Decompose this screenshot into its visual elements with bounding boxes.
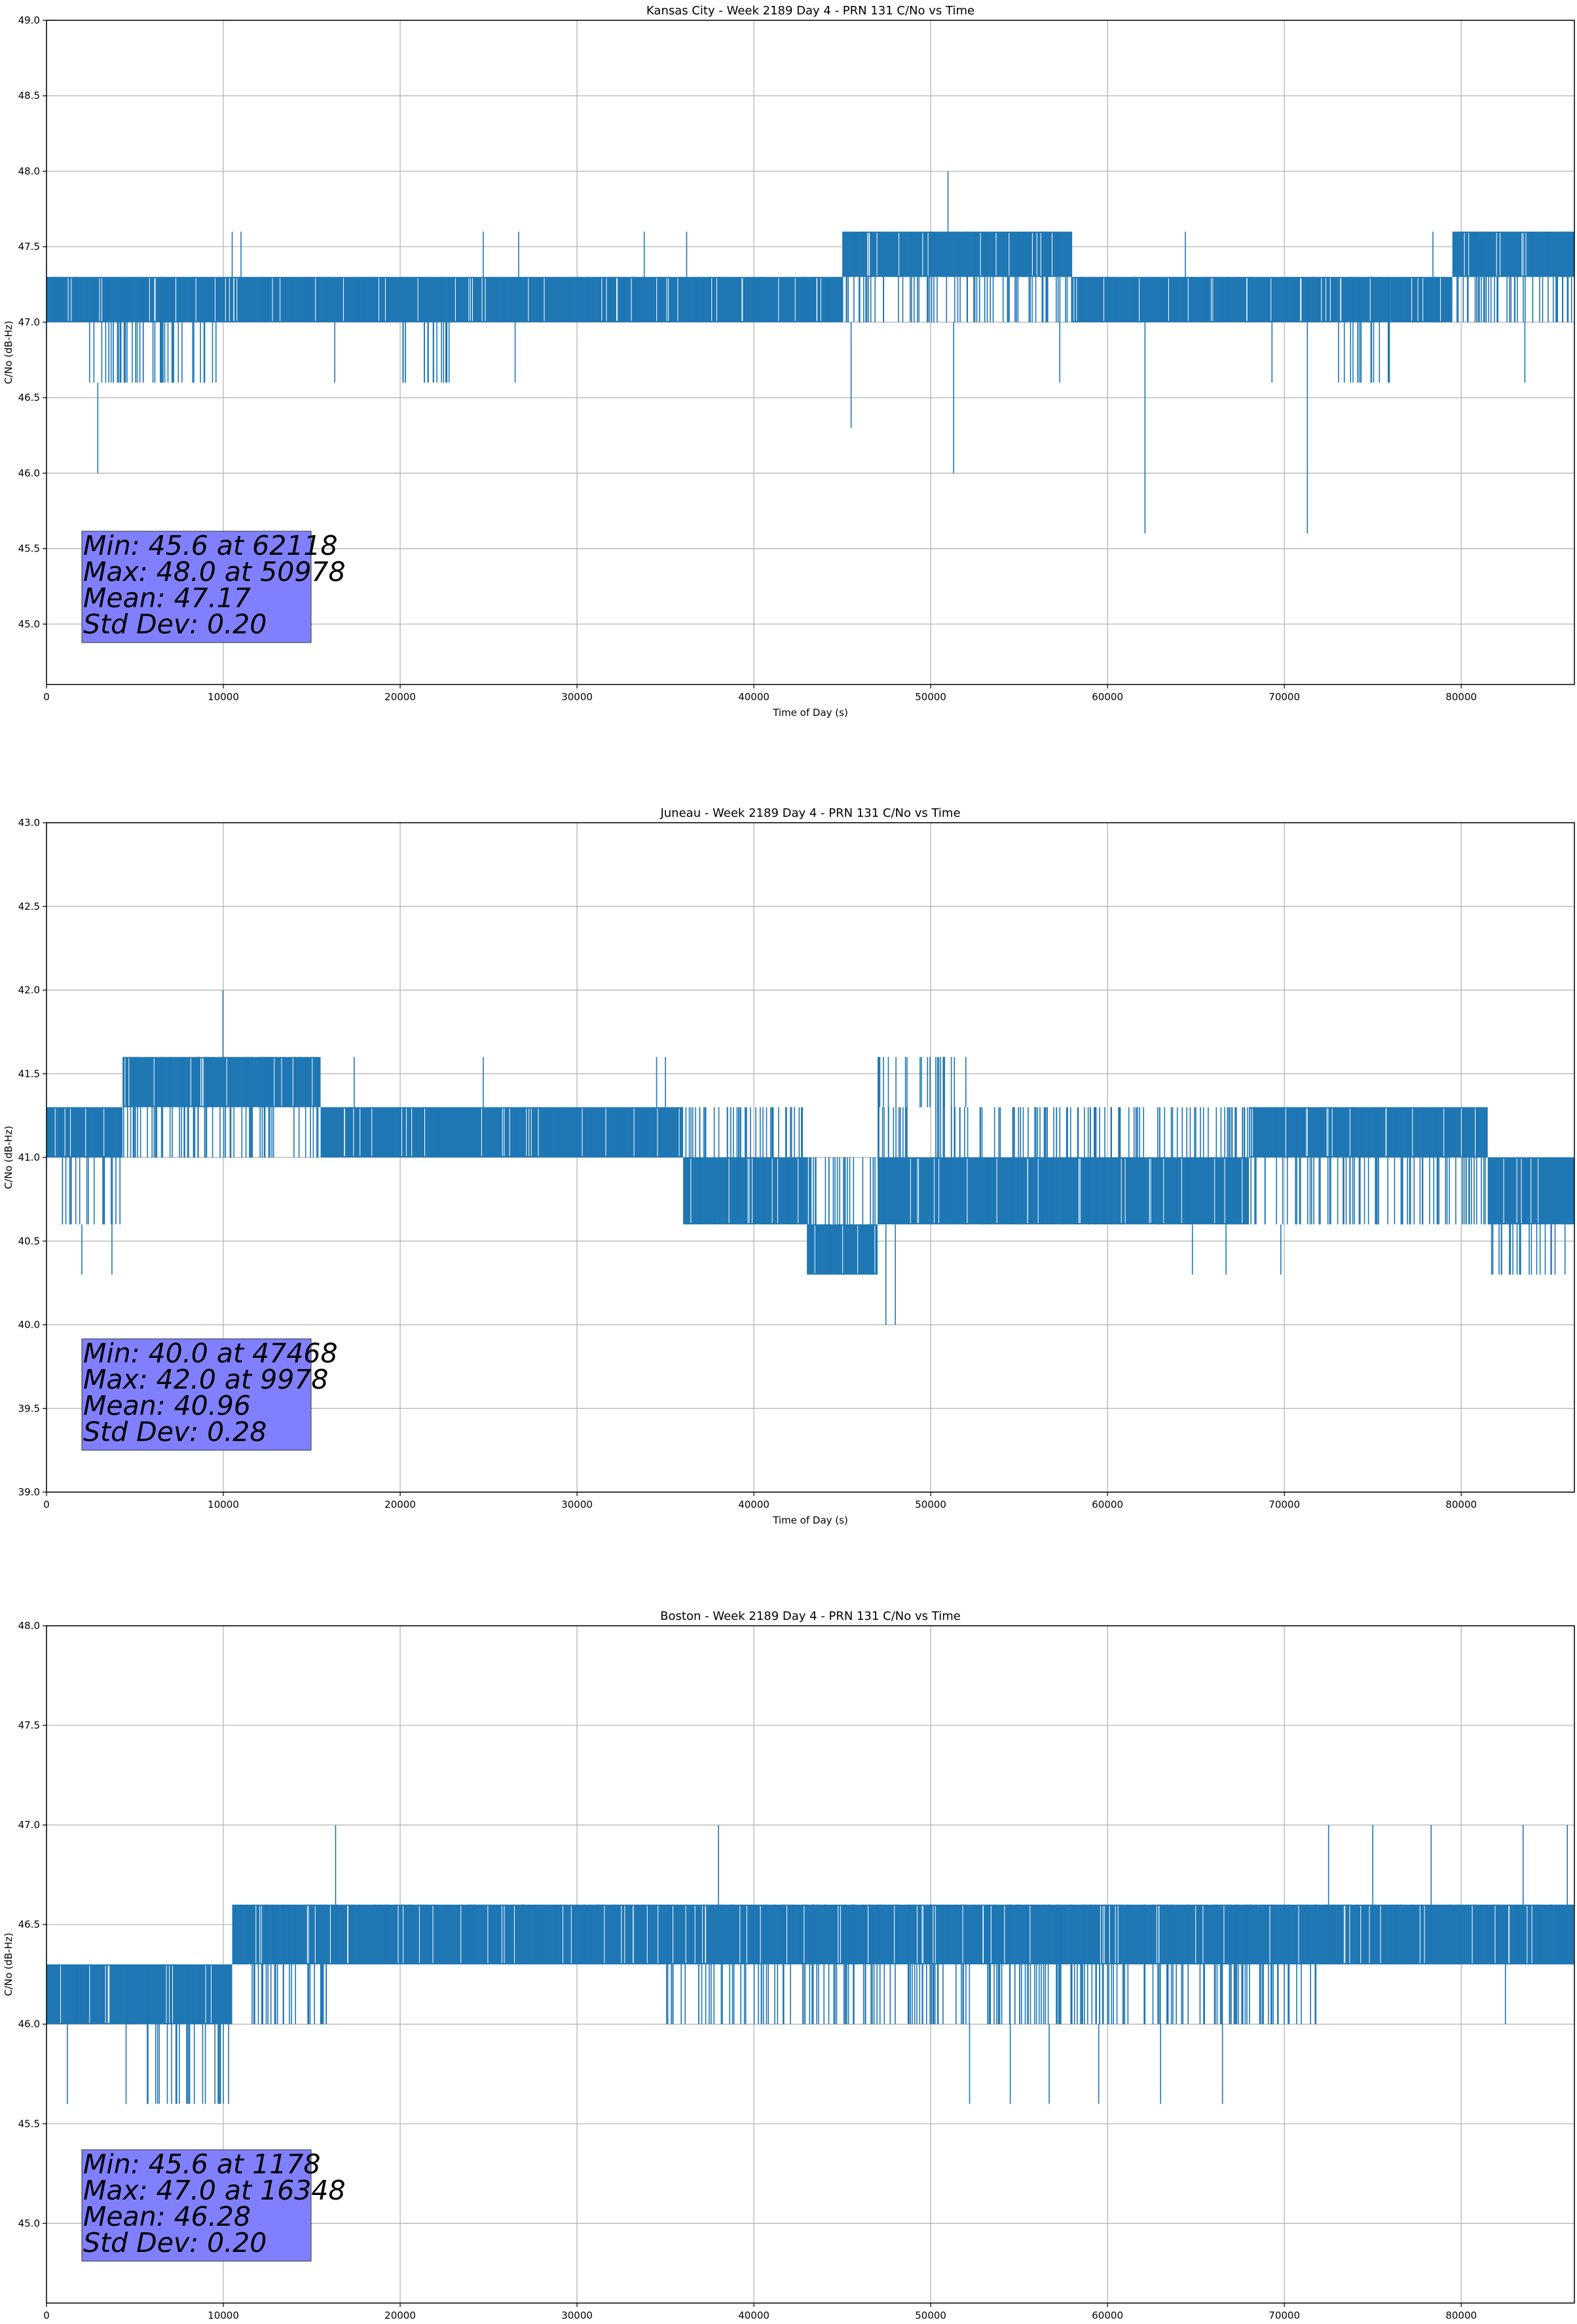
x-tick-label: 30000 bbox=[561, 2310, 593, 2321]
stats-line: Min: 45.6 at 1178 bbox=[83, 2148, 321, 2180]
data-band bbox=[122, 1057, 171, 1108]
y-axis-title: C/No (dB-Hz) bbox=[3, 1126, 14, 1190]
y-tick-label: 45.0 bbox=[18, 618, 40, 630]
y-axis-title: C/No (dB-Hz) bbox=[3, 1933, 14, 1996]
x-axis-title: Time of Day (s) bbox=[772, 707, 848, 719]
chart-panel-2: 0 10000 20000 30000 40000 50000 60000 70000 8000… bbox=[3, 806, 1575, 1526]
x-tick-label: 50000 bbox=[915, 2310, 946, 2321]
x-tick-label: 30000 bbox=[561, 691, 593, 703]
y-tick-label: 47.0 bbox=[18, 1819, 40, 1831]
y-tick-label: 45.5 bbox=[18, 2118, 40, 2129]
x-tick-label: 50000 bbox=[915, 691, 946, 703]
data-band bbox=[878, 1157, 967, 1225]
axes-frame bbox=[46, 1625, 1575, 2304]
stats-line: Std Dev: 0.20 bbox=[83, 2227, 267, 2258]
stats-line: Max: 48.0 at 50978 bbox=[83, 556, 346, 588]
x-tick-label: 20000 bbox=[384, 1499, 416, 1510]
y-tick-label: 45.0 bbox=[18, 2217, 40, 2229]
stats-line: Mean: 40.96 bbox=[83, 1390, 251, 1421]
y-tick-label: 47.5 bbox=[18, 1719, 40, 1731]
x-tick-label: 40000 bbox=[738, 691, 770, 703]
data-band bbox=[1452, 231, 1574, 277]
stats-box bbox=[81, 1338, 312, 1451]
x-tick-label: 80000 bbox=[1445, 1499, 1477, 1510]
x-tick-label: 0 bbox=[43, 691, 50, 703]
x-tick-label: 10000 bbox=[208, 2310, 239, 2321]
x-tick-label: 80000 bbox=[1445, 2310, 1477, 2321]
y-tick-label: 43.0 bbox=[18, 817, 40, 829]
data-band bbox=[400, 276, 472, 322]
y-tick-label: 49.0 bbox=[18, 14, 40, 26]
data-band bbox=[57, 1107, 123, 1157]
axes-frame bbox=[46, 20, 1575, 685]
data-band bbox=[143, 1964, 232, 2025]
x-tick-label: 10000 bbox=[208, 1499, 239, 1510]
y-tick-label: 40.0 bbox=[18, 1319, 40, 1331]
data-band bbox=[1337, 276, 1391, 322]
y-tick-label: 42.0 bbox=[18, 984, 40, 996]
stats-line: Mean: 46.28 bbox=[83, 2201, 251, 2232]
x-tick-label: 40000 bbox=[738, 1499, 770, 1510]
y-tick-label: 41.0 bbox=[18, 1152, 40, 1163]
data-band bbox=[966, 1157, 1250, 1225]
x-tick-label: 10000 bbox=[208, 691, 239, 703]
chart-panel-1: 0 10000 20000 30000 40000 50000 60000 70000 8000… bbox=[3, 4, 1575, 719]
stats-line: Max: 47.0 at 16348 bbox=[83, 2175, 346, 2206]
y-tick-label: 46.0 bbox=[18, 467, 40, 479]
x-tick-label: 20000 bbox=[384, 2310, 416, 2321]
y-tick-label: 46.5 bbox=[18, 392, 40, 403]
x-tick-label: 60000 bbox=[1092, 1499, 1123, 1510]
x-tick-label: 70000 bbox=[1269, 691, 1300, 703]
x-tick-label: 80000 bbox=[1445, 691, 1477, 703]
x-tick-label: 70000 bbox=[1269, 2310, 1300, 2321]
y-tick-label: 45.5 bbox=[18, 543, 40, 555]
data-band bbox=[842, 231, 1073, 277]
x-tick-label: 0 bbox=[43, 2310, 50, 2321]
x-tick-label: 40000 bbox=[738, 2310, 770, 2321]
y-tick-label: 46.5 bbox=[18, 1919, 40, 1930]
data-band bbox=[1249, 1107, 1488, 1157]
x-tick-label: 70000 bbox=[1269, 1499, 1300, 1510]
data-band bbox=[232, 1904, 330, 1964]
y-tick-label: 47.0 bbox=[18, 316, 40, 328]
y-tick-label: 41.5 bbox=[18, 1068, 40, 1079]
data-band bbox=[82, 276, 171, 322]
x-tick-label: 60000 bbox=[1092, 691, 1123, 703]
y-axis-title: C/No (dB-Hz) bbox=[3, 321, 14, 384]
y-tick-label: 40.5 bbox=[18, 1235, 40, 1247]
data-series bbox=[46, 171, 1574, 534]
stats-line: Mean: 47.17 bbox=[83, 582, 251, 614]
y-tick-label: 47.5 bbox=[18, 241, 40, 253]
x-axis-title: Time of Day (s) bbox=[772, 1514, 848, 1526]
y-tick-label: 46.0 bbox=[18, 2018, 40, 2030]
y-tick-label: 48.0 bbox=[18, 1620, 40, 1632]
y-tick-label: 39.0 bbox=[18, 1486, 40, 1498]
chart-title: Juneau - Week 2189 Day 4 - PRN 131 C/No … bbox=[659, 806, 960, 820]
stats-box bbox=[81, 2149, 312, 2262]
y-tick-label: 39.5 bbox=[18, 1402, 40, 1414]
y-tick-label: 48.5 bbox=[18, 90, 40, 102]
stats-line: Min: 40.0 at 47468 bbox=[83, 1338, 338, 1369]
data-series bbox=[46, 1825, 1575, 2104]
chart-title: Kansas City - Week 2189 Day 4 - PRN 131 … bbox=[646, 4, 974, 18]
data-series bbox=[46, 990, 1574, 1325]
chart-panel-3: 0 10000 20000 30000 40000 50000 60000 70000 8000… bbox=[3, 1609, 1575, 2321]
x-tick-label: 30000 bbox=[561, 1499, 593, 1510]
x-tick-label: 50000 bbox=[915, 1499, 946, 1510]
chart-title: Boston - Week 2189 Day 4 - PRN 131 C/No … bbox=[660, 1609, 961, 1623]
y-tick-label: 48.0 bbox=[18, 165, 40, 177]
stats-line: Min: 45.6 at 62118 bbox=[83, 530, 338, 561]
y-tick-label: 42.5 bbox=[18, 901, 40, 912]
x-tick-label: 60000 bbox=[1092, 2310, 1123, 2321]
stats-box bbox=[81, 531, 312, 643]
stats-line: Std Dev: 0.20 bbox=[83, 609, 267, 640]
stats-line: Std Dev: 0.28 bbox=[83, 1416, 267, 1448]
x-tick-label: 20000 bbox=[384, 691, 416, 703]
x-tick-label: 0 bbox=[43, 1499, 50, 1510]
stats-line: Max: 42.0 at 9978 bbox=[83, 1364, 329, 1395]
data-band bbox=[913, 1904, 1320, 1964]
